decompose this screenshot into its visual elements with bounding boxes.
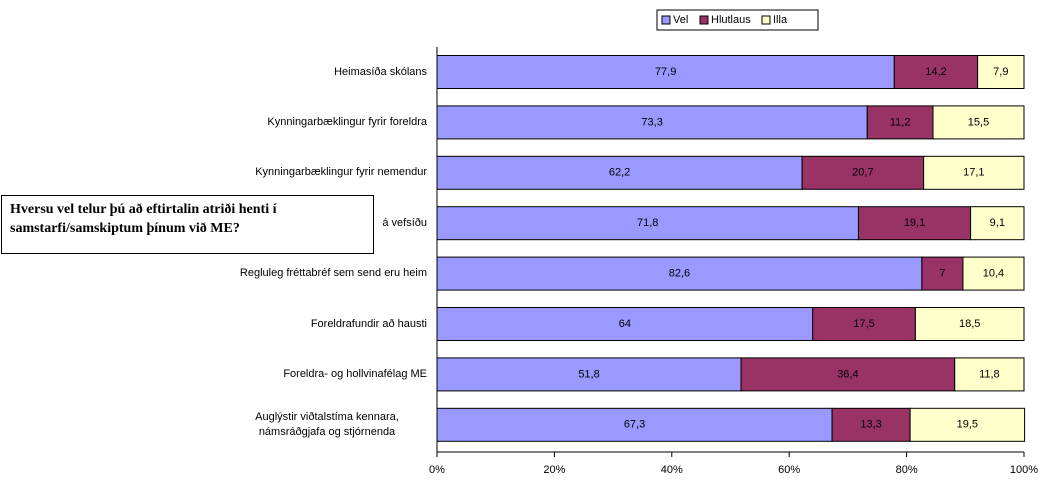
category-text: Auglýstir viðtalstíma kennara, námsráðgj… [255,410,399,438]
bar-segment [801,155,925,190]
data-label: 19,5 [957,419,978,431]
bar-segment [962,256,1025,291]
x-tick-label: 20% [543,464,565,476]
bar-segment [436,206,859,241]
data-label: 14,2 [925,66,946,78]
legend-swatch [661,15,671,25]
chart-title: Hversu vel telur þú að eftirtalin atriði… [1,195,374,254]
data-label: 73,3 [641,116,662,128]
legend-swatch [699,15,709,25]
data-label: 82,6 [669,268,690,280]
bar-segment [436,307,814,341]
data-label: 17,1 [963,167,984,179]
x-tick-label: 40% [661,464,683,476]
category-text: Regluleg fréttabréf sem send eru heim [239,267,427,280]
bar-segment [740,357,956,392]
bar-segment [977,55,1025,89]
data-label: 20,7 [852,167,873,179]
x-tick-label: 60% [778,464,800,476]
bar-segment [954,357,1025,392]
data-label: 77,9 [655,66,676,78]
data-label: 19,1 [904,217,925,229]
legend-label: Vel [673,14,688,26]
data-label: 11,2 [890,116,911,128]
category-text: Heimasíða skólans [334,65,427,78]
data-label: 11,8 [979,368,1000,380]
data-label: 7 [939,268,945,280]
legend-box [656,9,819,31]
bar-segment [932,105,1025,140]
bar-segment [914,307,1025,341]
data-label: 9,1 [990,217,1005,229]
category-label: á vefsíðu [227,203,427,243]
data-label: 15,5 [968,116,989,128]
category-text: Foreldrafundir að hausti [310,317,427,330]
bar-segment [436,155,803,190]
bar-segment [893,55,979,89]
bar-segment [909,407,1026,442]
category-label: Regluleg fréttabréf sem send eru heim [227,254,427,294]
category-label: Heimasíða skólans [227,52,427,92]
bar-segment [857,206,972,241]
data-label: 13,3 [860,419,881,431]
bar-segment [831,407,911,442]
category-text: Kynningarbæklingur fyrir nemendur [255,166,427,179]
data-label: 71,8 [637,217,658,229]
data-label: 62,2 [609,167,630,179]
data-label: 17,5 [853,318,874,330]
bar-segment [436,105,868,140]
x-tick-label: 0% [429,464,445,476]
data-label: 7,9 [993,66,1008,78]
category-label: Foreldra- og hollvinafélag ME [227,354,427,394]
bar-segment [436,357,742,392]
category-label: Kynningarbæklingur fyrir nemendur [227,153,427,193]
category-label: Foreldrafundir að hausti [227,304,427,344]
legend-label: Illa [773,14,788,26]
data-label: 67,3 [624,419,645,431]
bar-segment [436,55,895,89]
data-label: 18,5 [959,318,980,330]
category-label: Kynningarbæklingur fyrir foreldra [227,102,427,142]
data-label: 36,4 [837,368,858,380]
x-tick-label: 80% [896,464,918,476]
bar-segment [436,256,923,291]
legend-swatch [761,15,771,25]
data-label: 51,8 [578,368,599,380]
data-label: 10,4 [983,268,1004,280]
bar-segment [812,307,916,341]
x-tick-label: 100% [1010,464,1038,476]
bar-segment [923,155,1025,190]
bar-segment [866,105,934,140]
data-label: 64 [619,318,631,330]
legend-label: Hlutlaus [711,14,751,26]
category-text: á vefsíðu [382,216,427,229]
category-text: Foreldra- og hollvinafélag ME [283,367,427,380]
bar-segment [970,206,1025,241]
category-text: Kynningarbæklingur fyrir foreldra [267,115,427,128]
category-label: Auglýstir viðtalstíma kennara, námsráðgj… [227,405,427,445]
